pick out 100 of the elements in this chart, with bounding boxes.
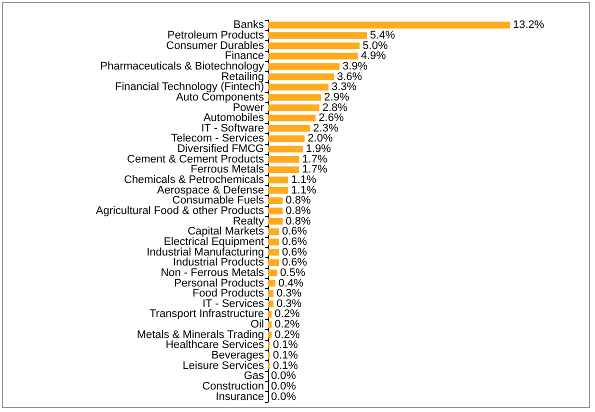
bar	[268, 42, 360, 50]
y-tick-label: Auto Components	[176, 91, 264, 104]
y-tick-label: Finance	[224, 50, 264, 62]
y-tick-label: Retailing	[221, 70, 264, 83]
data-label: 2.9%	[324, 91, 350, 104]
bar	[268, 63, 340, 70]
bar	[268, 332, 272, 338]
y-tick-label: Aerospace & Defense	[156, 184, 264, 196]
data-label: 0.1%	[272, 339, 298, 352]
y-tick-label: Beverages	[211, 350, 264, 362]
y-tick-label: Power	[232, 102, 264, 114]
y-tick-label: Non - Ferrous Metals	[160, 266, 264, 279]
bar	[268, 290, 274, 297]
data-label: 0.4%	[278, 277, 304, 290]
y-tick-label: Healthcare Services	[166, 339, 264, 352]
y-tick-label: Electrical Equipment	[164, 236, 264, 248]
data-label: 0.8%	[286, 194, 311, 207]
data-label: 1.1%	[291, 184, 316, 196]
bar	[268, 310, 272, 318]
data-label: 0.0%	[271, 370, 296, 382]
bar	[268, 156, 300, 163]
data-label: 4.9%	[360, 50, 386, 62]
y-tick-label: Pharmaceuticals & Biotechnology	[100, 60, 264, 72]
y-tick-label: Consumable Fuels	[172, 194, 264, 207]
y-tick-label: Leisure Services	[182, 360, 264, 372]
data-label: 2.6%	[318, 112, 344, 124]
y-tick-label: Banks	[233, 19, 264, 32]
data-label: 13.2%	[513, 19, 544, 32]
y-tick-label: Financial Technology (Fintech)	[115, 81, 264, 94]
bar	[268, 52, 358, 60]
data-label: 5.0%	[362, 40, 388, 52]
data-label: 1.7%	[302, 153, 328, 166]
data-label: 1.1%	[291, 174, 316, 186]
data-label: 0.6%	[282, 256, 308, 269]
data-label: 2.0%	[308, 132, 333, 145]
y-tick-label: Cement & Cement Products	[127, 153, 264, 166]
y-tick-label: Chemicals & Petrochemicals	[124, 174, 264, 186]
data-label: 0.0%	[271, 390, 296, 403]
y-tick-label: Telecom - Services	[171, 132, 264, 145]
bar	[268, 300, 274, 308]
y-tick-label: Personal Products	[174, 277, 264, 290]
bar	[268, 94, 322, 101]
data-label: 0.1%	[272, 360, 298, 372]
data-label: 0.6%	[282, 226, 308, 238]
y-tick-label: Realty	[232, 215, 264, 228]
y-tick-label: Capital Markets	[188, 226, 264, 238]
data-label: 1.7%	[302, 164, 328, 176]
bar	[268, 186, 288, 194]
y-tick-label: Consumer Durables	[166, 40, 264, 52]
bar	[268, 321, 272, 328]
data-label: 0.2%	[274, 328, 300, 341]
data-label: 0.0%	[271, 380, 296, 393]
data-label: 5.4%	[370, 29, 396, 42]
data-label: 3.9%	[342, 60, 368, 72]
y-tick-label: Ferrous Metals	[190, 164, 264, 176]
y-tick-label: Agricultural Food & other Products	[96, 205, 264, 217]
y-tick-label: Industrial Products	[172, 256, 264, 269]
y-tick-label: Gas	[244, 370, 264, 382]
data-label: 0.8%	[286, 205, 311, 217]
y-tick-label: Transport Infrastructure	[149, 308, 264, 320]
data-label: 0.5%	[280, 266, 306, 279]
bar	[268, 259, 279, 266]
data-label: 3.3%	[332, 81, 357, 94]
bar	[268, 104, 320, 112]
y-tick-label: Food Products	[192, 288, 264, 300]
data-label: 0.8%	[286, 215, 311, 228]
y-tick-label: Oil	[250, 318, 264, 331]
bar	[268, 32, 367, 39]
bar	[268, 22, 510, 29]
bar	[268, 197, 283, 204]
bar	[268, 218, 283, 225]
data-label: 0.2%	[274, 308, 300, 320]
bar	[268, 280, 276, 287]
bar	[268, 114, 316, 122]
bar	[268, 166, 300, 174]
data-label: 2.3%	[313, 122, 338, 134]
data-label: 0.3%	[276, 288, 302, 300]
y-tick-label: Petroleum Products	[167, 29, 264, 42]
data-label: 0.2%	[274, 318, 300, 331]
data-label: 1.9%	[306, 143, 332, 156]
bar	[268, 73, 334, 80]
y-tick-label: Industrial Manufacturing	[146, 246, 264, 258]
bar	[268, 248, 279, 256]
bar	[268, 146, 303, 152]
data-label: 0.6%	[282, 236, 308, 248]
data-label: 0.3%	[276, 298, 302, 310]
data-label: 0.6%	[282, 246, 308, 258]
y-tick-label: Construction	[202, 380, 264, 393]
bar	[268, 208, 283, 214]
bar	[268, 238, 279, 246]
bar	[268, 176, 288, 184]
data-label: 2.8%	[322, 102, 348, 114]
bar	[268, 84, 328, 90]
y-tick-label: IT - Software	[201, 122, 264, 134]
bar	[268, 125, 310, 132]
y-tick-label: Diversified FMCG	[177, 143, 264, 156]
y-tick-label: Insurance	[216, 390, 264, 403]
data-label: 0.1%	[272, 350, 298, 362]
bar	[268, 228, 279, 236]
y-tick-label: Automobiles	[203, 112, 264, 124]
